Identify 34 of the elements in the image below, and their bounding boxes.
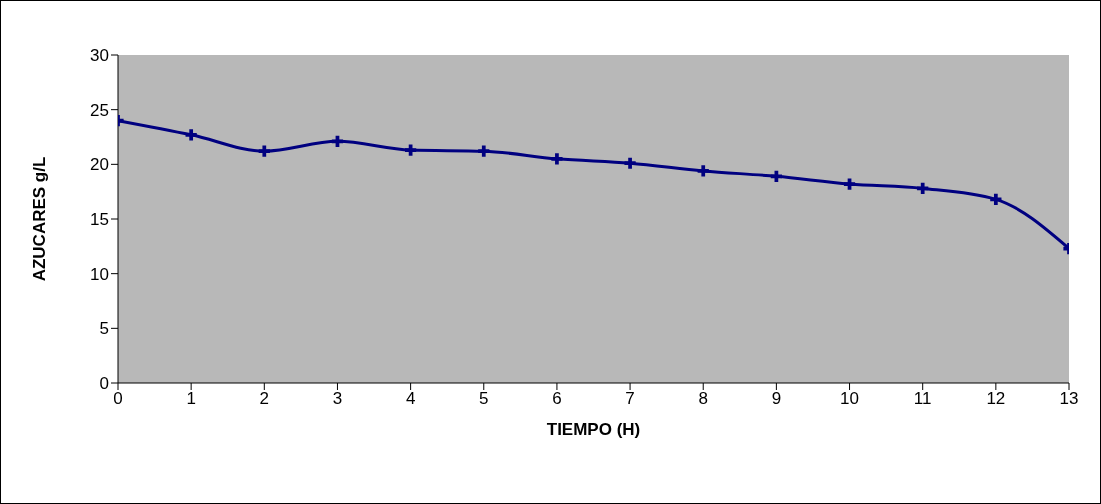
x-tick-label: 0 [113,389,123,409]
y-tick-label: 10 [90,264,109,284]
x-tick-label: 13 [1059,389,1079,409]
point [697,165,709,177]
y-tick-label: 15 [90,210,109,230]
x-axis-title: TIEMPO (H) [546,420,641,439]
point [405,144,417,156]
point [990,193,1002,205]
y-tick-label: 25 [90,100,109,120]
point [185,129,197,141]
x-tick-label: 1 [186,389,196,409]
x-tick-label: 12 [986,389,1006,409]
x-tick-label: 8 [698,389,708,409]
x-tick-label: 3 [332,389,343,409]
point [917,182,929,194]
x-tick-label: 5 [479,389,489,409]
point [624,157,636,169]
y-tick-label: 30 [90,46,109,66]
x-tick-label: 7 [625,389,635,409]
x-tick-label: 2 [259,389,270,409]
point [843,178,856,190]
point [770,170,782,182]
point [478,145,490,157]
x-tick-label: 6 [552,389,562,409]
x-tick-label: 11 [913,389,932,409]
y-tick-label: 0 [99,374,109,394]
x-tick-label: 10 [840,389,859,409]
y-tick-label: 5 [99,319,109,339]
x-tick-label: 4 [405,389,416,409]
point [258,145,270,157]
y-axis-title: AZUCARES g/L [30,156,50,282]
point [551,153,563,165]
x-tick-label: 9 [771,389,782,409]
y-tick-label: 20 [90,155,109,175]
